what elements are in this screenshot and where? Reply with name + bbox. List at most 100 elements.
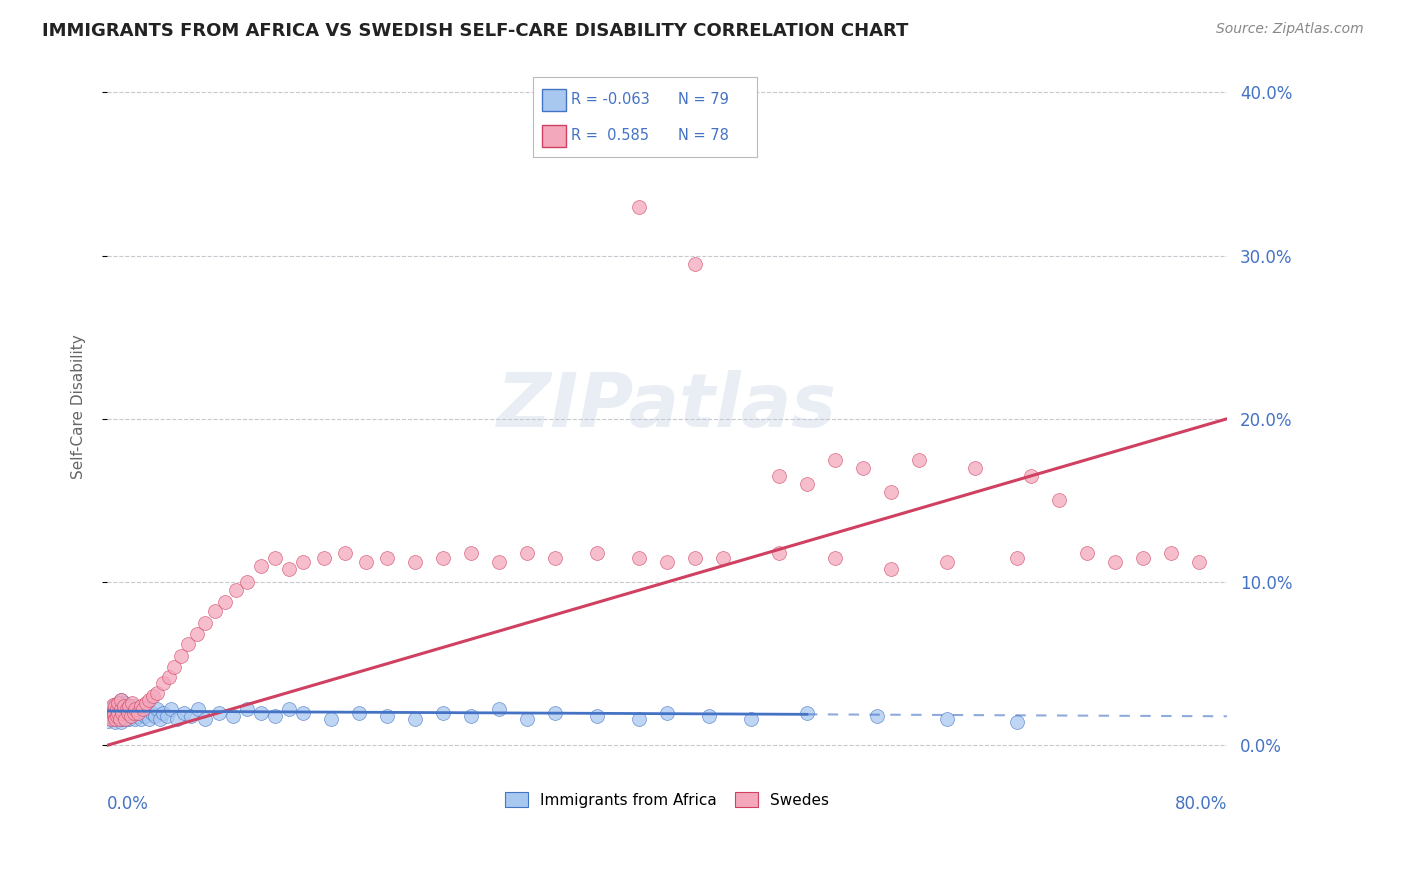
Point — [292, 556, 315, 570]
Point — [117, 706, 139, 720]
Point — [354, 556, 377, 570]
Point — [768, 546, 790, 560]
Point — [107, 702, 129, 716]
Point — [404, 556, 426, 570]
Point — [117, 709, 139, 723]
Point — [236, 575, 259, 590]
Point — [250, 558, 273, 573]
Point — [516, 712, 538, 726]
Point — [222, 709, 245, 723]
Point — [104, 706, 127, 720]
Point — [319, 712, 342, 726]
Point — [118, 712, 141, 726]
Text: Source: ZipAtlas.com: Source: ZipAtlas.com — [1216, 22, 1364, 37]
Point — [142, 690, 165, 704]
Point — [118, 702, 141, 716]
Point — [278, 702, 301, 716]
Point — [1188, 556, 1211, 570]
Point — [101, 698, 124, 712]
Point — [250, 706, 273, 720]
Point — [110, 692, 132, 706]
Point — [1104, 556, 1126, 570]
Y-axis label: Self-Care Disability: Self-Care Disability — [72, 334, 86, 479]
Point — [186, 627, 208, 641]
Point — [114, 706, 136, 720]
Point — [114, 712, 136, 726]
Point — [655, 556, 678, 570]
Point — [152, 676, 174, 690]
Point — [1160, 546, 1182, 560]
Point — [278, 562, 301, 576]
Point — [880, 562, 903, 576]
Point — [143, 709, 166, 723]
Point — [107, 696, 129, 710]
Point — [132, 706, 155, 720]
Point — [1132, 550, 1154, 565]
Point — [460, 546, 482, 560]
Point — [149, 712, 172, 726]
Point — [110, 715, 132, 730]
Point — [121, 696, 143, 710]
Text: 80.0%: 80.0% — [1174, 795, 1227, 814]
Point — [214, 595, 236, 609]
Point — [432, 706, 454, 720]
Point — [104, 715, 127, 730]
Point — [138, 712, 160, 726]
Point — [146, 702, 169, 716]
Point — [1047, 493, 1070, 508]
Point — [115, 712, 138, 726]
Point — [488, 556, 510, 570]
Point — [1019, 469, 1042, 483]
Point — [146, 686, 169, 700]
Point — [124, 712, 146, 726]
Point — [112, 709, 135, 723]
Point — [627, 200, 650, 214]
Point — [194, 615, 217, 630]
Point — [111, 699, 134, 714]
Point — [1076, 546, 1098, 560]
Point — [111, 712, 134, 726]
Point — [132, 702, 155, 716]
Point — [103, 709, 125, 723]
Point — [104, 699, 127, 714]
Point — [134, 709, 156, 723]
Point — [135, 696, 157, 710]
Point — [120, 709, 142, 723]
Point — [852, 460, 875, 475]
Point — [173, 706, 195, 720]
Point — [122, 706, 145, 720]
Point — [124, 702, 146, 716]
Point — [120, 706, 142, 720]
Point — [105, 709, 128, 723]
Point — [796, 477, 818, 491]
Point — [110, 706, 132, 720]
Point — [236, 702, 259, 716]
Point — [141, 706, 163, 720]
Point — [627, 550, 650, 565]
Point — [156, 709, 179, 723]
Point — [711, 550, 734, 565]
Point — [108, 709, 131, 723]
Point — [824, 452, 846, 467]
Point — [935, 556, 957, 570]
Point — [683, 257, 706, 271]
Point — [460, 709, 482, 723]
Point — [110, 702, 132, 716]
Point — [105, 699, 128, 714]
Point — [347, 706, 370, 720]
Point — [586, 709, 609, 723]
Point — [117, 699, 139, 714]
Point — [135, 702, 157, 716]
Point — [333, 546, 356, 560]
Legend: Immigrants from Africa, Swedes: Immigrants from Africa, Swedes — [498, 784, 837, 815]
Point — [115, 702, 138, 716]
Point — [105, 709, 128, 723]
Point — [292, 706, 315, 720]
Point — [129, 699, 152, 714]
Point — [204, 605, 226, 619]
Point — [697, 709, 720, 723]
Point — [264, 709, 287, 723]
Point — [103, 706, 125, 720]
Point — [194, 712, 217, 726]
Point — [128, 706, 150, 720]
